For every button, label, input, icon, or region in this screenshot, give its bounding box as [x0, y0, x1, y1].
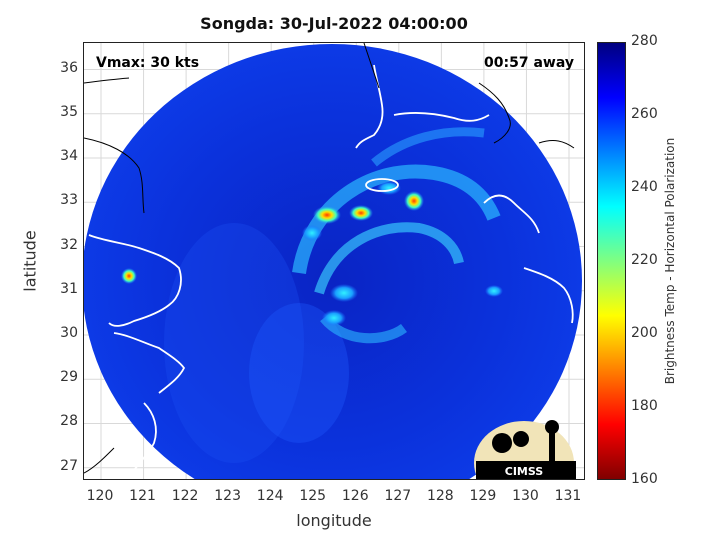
cimss-logo-text: CIMSS: [505, 465, 544, 478]
vmax-label: Vmax: 30 kts: [96, 55, 200, 71]
colorbar-tick-label: 180: [631, 398, 658, 414]
microwave-swath-map: CIMSS: [84, 43, 584, 479]
colorbar-tick-label: 160: [631, 471, 658, 487]
y-axis-label: latitude: [20, 230, 40, 292]
x-tick-label: 121: [129, 488, 156, 504]
x-tick-label: 125: [299, 488, 327, 504]
y-tick-label: 29: [60, 369, 78, 386]
colorbar-label: Brightness Temp - Horizontal Polarizatio…: [663, 137, 677, 385]
borders-black: [84, 43, 575, 474]
x-tick-label: 124: [256, 488, 284, 504]
y-tick-label: 30: [60, 325, 78, 341]
y-tick-label: 28: [60, 413, 78, 430]
x-tick-label: 120: [86, 488, 114, 504]
y-tick-label: 34: [60, 148, 78, 165]
chart-title: Songda: 30-Jul-2022 04:00:00: [200, 14, 468, 33]
colorbar-tick-label: 240: [631, 179, 658, 195]
x-tick-label: 131: [554, 488, 582, 504]
y-tick-label: 35: [60, 103, 78, 120]
cimss-logo: CIMSS: [474, 420, 576, 479]
time-away-label: 00:57 away: [484, 55, 574, 71]
colorbar: [597, 42, 626, 480]
x-tick-label: 130: [512, 488, 539, 504]
colorbar-tick-label: 260: [631, 106, 658, 122]
colorbar-tick-label: 200: [631, 325, 658, 341]
x-tick-label: 126: [341, 488, 369, 504]
x-tick-label: 127: [384, 488, 412, 504]
x-tick-label: 128: [426, 488, 454, 504]
colorbar-tick-label: 280: [631, 33, 658, 49]
x-tick-label: 123: [214, 488, 241, 504]
x-tick-label: 129: [469, 488, 497, 504]
x-axis-label: longitude: [296, 511, 372, 530]
x-tick-label: 122: [171, 488, 199, 504]
convection-features: [121, 127, 503, 463]
plot-area: CIMSS Vmax: 30 kts 00:57 away: [83, 42, 585, 480]
y-tick-label: 33: [60, 192, 78, 209]
colorbar-tick-label: 220: [631, 252, 658, 268]
y-tick-label: 31: [60, 280, 78, 297]
y-tick-label: 27: [60, 457, 78, 474]
y-tick-label: 36: [60, 59, 78, 76]
y-tick-label: 32: [60, 236, 78, 253]
